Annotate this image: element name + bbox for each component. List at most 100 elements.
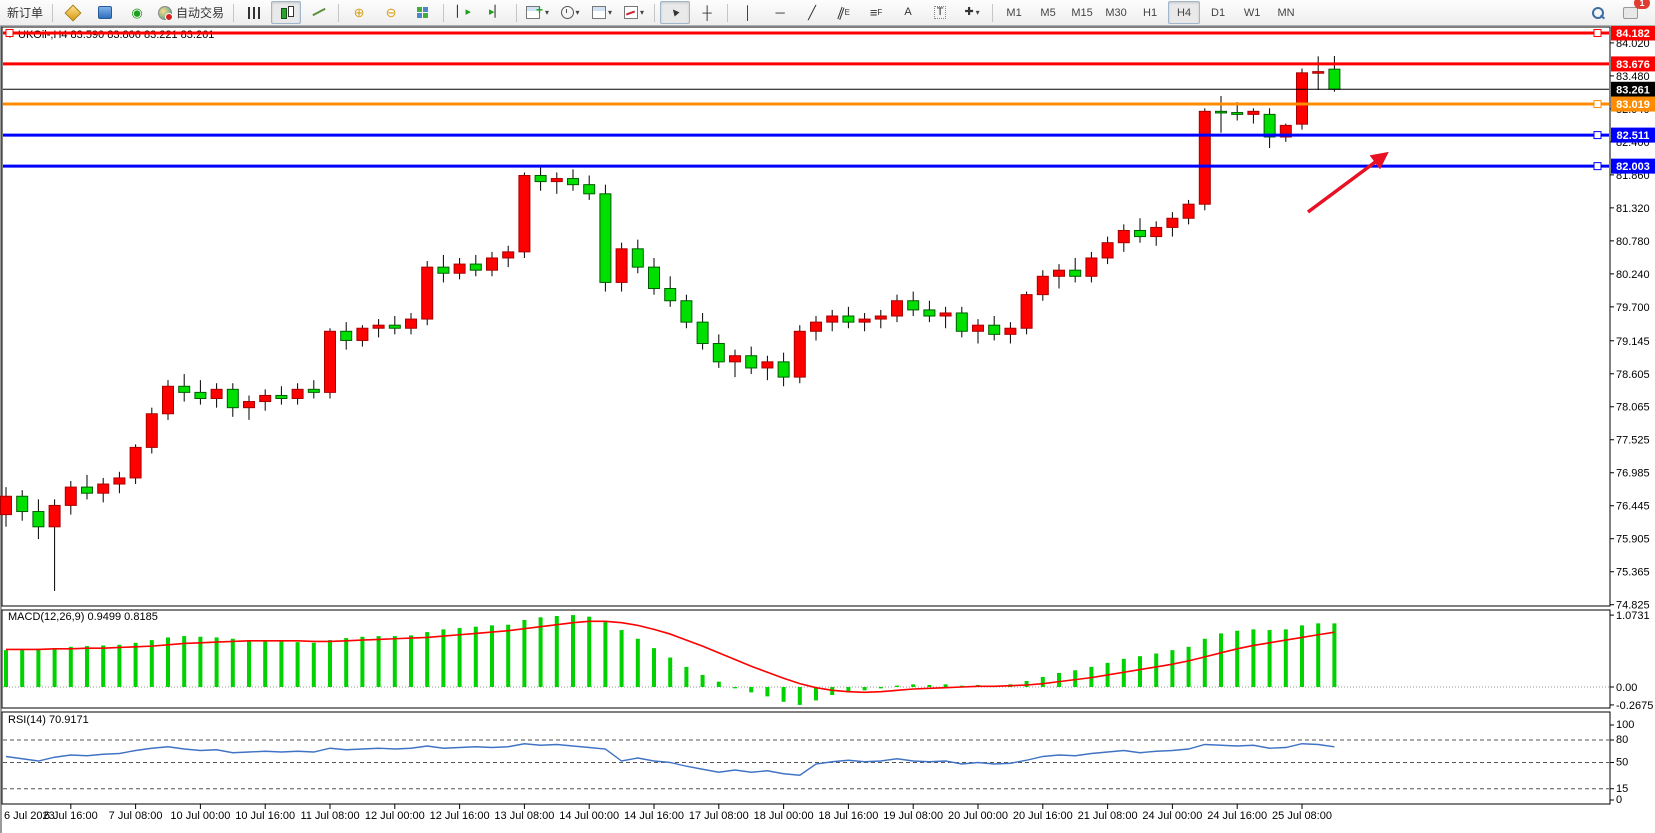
svg-text:83.261: 83.261 [1616, 84, 1650, 96]
macd-signal-line [6, 620, 1335, 694]
svg-text:83.019: 83.019 [1616, 99, 1650, 111]
cursor-icon: ▲ [666, 4, 683, 21]
new-chart-icon [526, 6, 541, 19]
vertical-line-tool-button[interactable]: │ [733, 1, 763, 24]
timeframe-h4-button[interactable]: H4 [1168, 1, 1201, 24]
arrows-icon: ✚ [964, 6, 974, 18]
timeframe-m5-button[interactable]: M5 [1040, 6, 1056, 19]
macd-panel: 1.0731 0.00 -0.2675 [3, 610, 1653, 712]
svg-text:100: 100 [1616, 719, 1634, 731]
svg-text:74.825: 74.825 [1616, 600, 1650, 612]
text-label-icon: T [933, 6, 947, 19]
layers-button[interactable] [58, 1, 88, 24]
notifications-button[interactable]: 1 [1615, 0, 1650, 24]
svg-text:84.182: 84.182 [1616, 28, 1650, 40]
candlestick-series [0, 55, 1341, 591]
chevron-down-icon: ▾ [575, 8, 580, 17]
svg-text:83.676: 83.676 [1616, 59, 1650, 71]
market-watch-button[interactable] [90, 1, 120, 24]
timeframe-m30-button[interactable]: M30 [1105, 6, 1127, 19]
horizontal-lines [3, 29, 1609, 171]
chart-shift-icon: ▸▏ [489, 6, 504, 18]
chart-title: ▼UKOil-,H4 83.590 83.806 83.221 83.261 [6, 29, 214, 41]
toolbar-separator [52, 3, 54, 22]
svg-text:79.145: 79.145 [1616, 336, 1650, 348]
tile-windows-button[interactable] [408, 1, 438, 24]
signal-icon: ◉ [131, 5, 143, 20]
price-scale: 84.02083.48082.94082.40081.86081.32080.7… [1610, 26, 1655, 612]
svg-text:75.365: 75.365 [1616, 567, 1650, 579]
svg-text:13 Jul 08:00: 13 Jul 08:00 [494, 810, 554, 822]
zoom-in-button[interactable]: ⊕ [344, 1, 374, 24]
svg-text:76.985: 76.985 [1616, 468, 1650, 480]
text-tool-button[interactable]: A [893, 1, 923, 24]
toolbar-separator [338, 3, 340, 22]
search-button[interactable] [1583, 1, 1613, 24]
svg-text:24 Jul 16:00: 24 Jul 16:00 [1207, 810, 1267, 822]
bar-chart-button[interactable] [239, 1, 269, 24]
templates-button[interactable]: ▾ [587, 1, 617, 24]
new-order-button[interactable]: 新订单 [3, 1, 47, 24]
candlestick-chart-button[interactable] [271, 1, 302, 24]
svg-text:75.905: 75.905 [1616, 534, 1650, 546]
chevron-down-icon: ▾ [975, 8, 980, 17]
line-chart-button[interactable] [303, 1, 333, 24]
chart-window[interactable]: ▼UKOil-,H4 83.590 83.806 83.221 83.261 84… [0, 26, 1655, 833]
fibonacci-tool-button[interactable]: ≡ F [869, 5, 883, 20]
svg-text:79.700: 79.700 [1616, 302, 1650, 314]
timeframe-d1-button[interactable]: D1 [1211, 6, 1226, 19]
period-button[interactable]: ▾ [555, 1, 585, 24]
indicators-button[interactable]: ▾ [619, 1, 649, 24]
horizontal-line-icon: ─ [775, 5, 785, 20]
horizontal-line-tool-button[interactable]: ─ [765, 1, 795, 24]
svg-text:14 Jul 16:00: 14 Jul 16:00 [624, 810, 684, 822]
vertical-line-icon: │ [744, 5, 753, 20]
plus-icon: + [536, 2, 544, 17]
svg-text:10 Jul 00:00: 10 Jul 00:00 [170, 810, 230, 822]
toolbar-separator [443, 3, 445, 22]
arrows-tool-button[interactable]: ✚ ▾ [957, 1, 987, 24]
line-chart-icon [311, 6, 326, 19]
toolbar-separator [233, 3, 235, 22]
indicators-icon [624, 6, 639, 19]
svg-text:50: 50 [1616, 757, 1628, 769]
fibonacci-icon: ≡ [869, 5, 878, 20]
svg-text:80.780: 80.780 [1616, 236, 1650, 248]
trendline-tool-button[interactable]: ╱ [797, 1, 827, 24]
chart-canvas[interactable]: ▼UKOil-,H4 83.590 83.806 83.221 83.261 84… [0, 26, 1655, 833]
tile-windows-icon [417, 6, 429, 19]
crosshair-tool-button[interactable]: ┼ [692, 1, 722, 24]
rsi-line [5, 743, 1335, 776]
svg-text:UKOil-,H4 83.590 83.806 83.22: UKOil-,H4 83.590 83.806 83.221 83.261 [18, 29, 214, 41]
timeframe-m15-button[interactable]: M15 [1071, 6, 1093, 19]
svg-text:20 Jul 00:00: 20 Jul 00:00 [948, 810, 1008, 822]
new-chart-button[interactable]: + ▾ [522, 1, 553, 24]
timeframe-mn-button[interactable]: MN [1277, 6, 1295, 19]
zoom-out-icon: ⊖ [385, 5, 397, 20]
chart-shift-button[interactable]: ▸▏ [481, 1, 511, 24]
autotrading-button[interactable]: 自动交易 [154, 1, 228, 24]
svg-text:80: 80 [1616, 734, 1628, 746]
chevron-down-icon: ▾ [640, 8, 645, 17]
search-icon [1592, 6, 1604, 19]
svg-text:76.445: 76.445 [1616, 501, 1650, 513]
svg-text:25 Jul 08:00: 25 Jul 08:00 [1272, 810, 1332, 822]
cursor-tool-button[interactable]: ▲ [660, 1, 691, 24]
timeframe-w1-button[interactable]: W1 [1243, 6, 1261, 19]
chevron-down-icon: ▾ [608, 8, 613, 17]
svg-text:81.320: 81.320 [1616, 203, 1650, 215]
text-label-tool-button[interactable]: T [925, 1, 955, 24]
svg-text:10 Jul 16:00: 10 Jul 16:00 [235, 810, 295, 822]
svg-text:82.511: 82.511 [1616, 130, 1649, 142]
auto-scroll-button[interactable]: ▏▸ [449, 1, 479, 24]
timeframe-m1-button[interactable]: M1 [1006, 6, 1022, 19]
svg-text:18 Jul 00:00: 18 Jul 00:00 [754, 810, 814, 822]
equidistant-channel-tool-button[interactable]: ∥ E [835, 4, 850, 21]
timeframe-h1-button[interactable]: H1 [1143, 6, 1158, 19]
crosshair-icon: ┼ [702, 5, 712, 20]
signals-button[interactable]: ◉ [122, 1, 152, 24]
zoom-out-button[interactable]: ⊖ [376, 1, 406, 24]
svg-text:6 Jul 16:00: 6 Jul 16:00 [44, 810, 98, 822]
bar-chart-icon [248, 6, 261, 19]
